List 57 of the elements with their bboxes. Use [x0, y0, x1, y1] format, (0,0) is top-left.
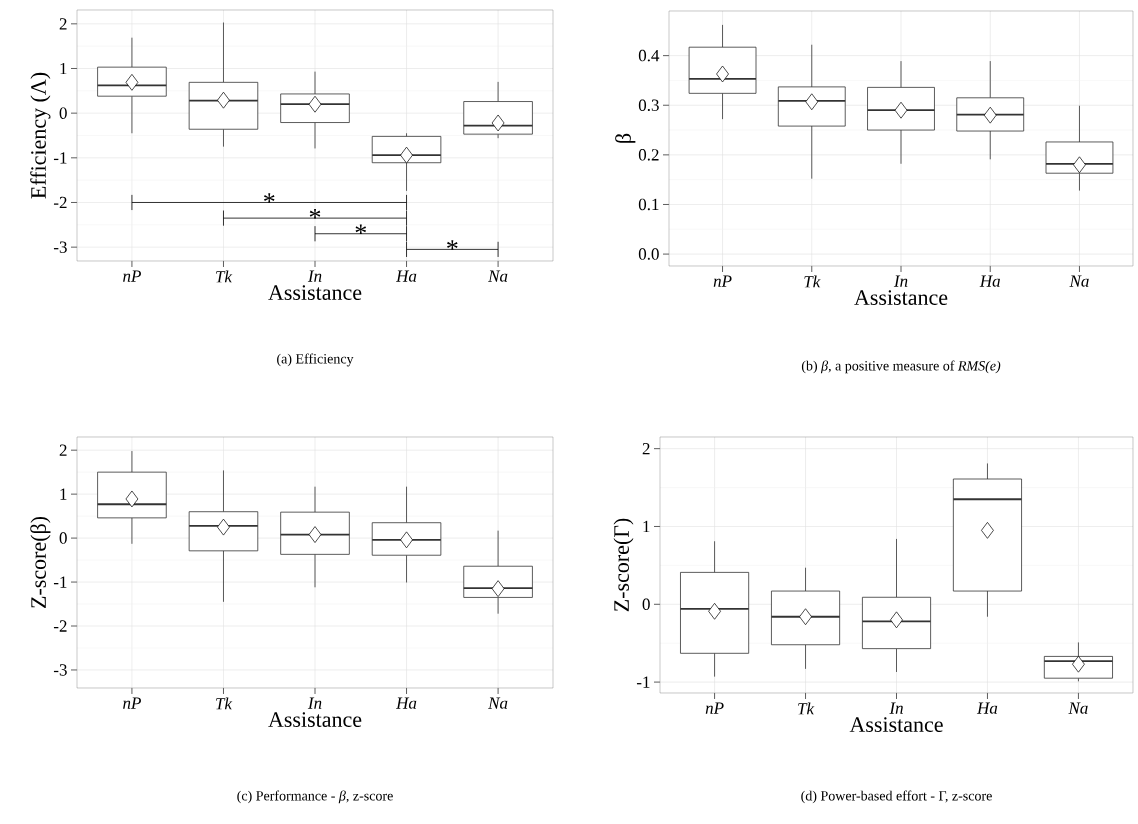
y-tick-label: 0.1 [638, 198, 659, 211]
x-axis-title: Assistance [268, 285, 362, 300]
y-tick-label: -1 [636, 676, 650, 688]
y-tick-label: 2 [59, 18, 67, 30]
x-tick-label: Na [1069, 275, 1089, 287]
y-tick-label: 0.3 [638, 99, 659, 112]
y-tick-label: 2 [59, 444, 67, 456]
x-tick-label: Na [1068, 702, 1088, 714]
x-tick-label: In [307, 697, 322, 709]
y-axis-title: Z-score(β) [30, 516, 51, 608]
y-tick-label: 0.4 [638, 49, 660, 62]
annotation: * [355, 224, 367, 235]
x-tick-label: Na [488, 270, 508, 282]
x-tick-label: Tk [216, 697, 233, 710]
x-tick-label: Ha [979, 275, 1000, 287]
x-tick-label: nP [705, 702, 724, 714]
x-axis-title: Assistance [268, 712, 362, 727]
y-tick-label: 0 [59, 107, 67, 119]
y-tick-label: -2 [53, 620, 67, 632]
x-axis-title: Assistance [854, 290, 948, 305]
x-tick-label: Ha [395, 270, 417, 282]
y-tick-label: 1 [643, 520, 650, 533]
x-tick-label: Ha [976, 702, 998, 714]
x-tick-label: In [889, 702, 903, 714]
x-tick-label: nP [123, 697, 141, 709]
y-tick-label: -3 [53, 241, 67, 253]
annotation: * [309, 208, 321, 219]
text: (a) Efficiency [277, 353, 354, 367]
y-axis-title: Z-score(Γ) [613, 518, 634, 612]
y-tick-label: 0.2 [638, 149, 659, 161]
y-axis-title: Efficiency (Λ) [30, 72, 51, 199]
x-tick-label: Tk [216, 270, 233, 283]
x-tick-label: nP [123, 270, 141, 282]
y-axis-title: β [615, 133, 636, 143]
x-tick-label: nP [713, 275, 732, 287]
x-axis-title: Assistance [849, 717, 943, 732]
text: (b) β, a positive measure of RMS(e) [801, 360, 1001, 374]
x-tick-label: In [893, 275, 908, 287]
y-tick-label: 0 [59, 532, 67, 544]
x-tick-label: In [307, 270, 322, 282]
y-tick-label: 0.0 [638, 248, 659, 260]
y-tick-label: 1 [60, 62, 67, 75]
annotation: * [447, 240, 458, 250]
y-tick-label: -1 [53, 152, 67, 164]
y-tick-label: -3 [53, 664, 67, 676]
x-tick-label: Tk [798, 702, 815, 715]
y-tick-label: -1 [53, 576, 67, 588]
x-tick-label: Ha [395, 697, 417, 709]
x-tick-label: Na [488, 697, 508, 709]
x-tick-label: Tk [804, 275, 821, 288]
annotation: * [264, 193, 275, 203]
text: (d) Power-based effort - Γ, z-score [801, 790, 992, 804]
y-tick-label: -2 [53, 196, 67, 209]
y-tick-label: 0 [642, 598, 650, 611]
y-tick-label: 1 [60, 488, 67, 500]
text: (c) Performance - β, z-score [237, 790, 393, 804]
y-tick-label: 2 [642, 443, 650, 455]
